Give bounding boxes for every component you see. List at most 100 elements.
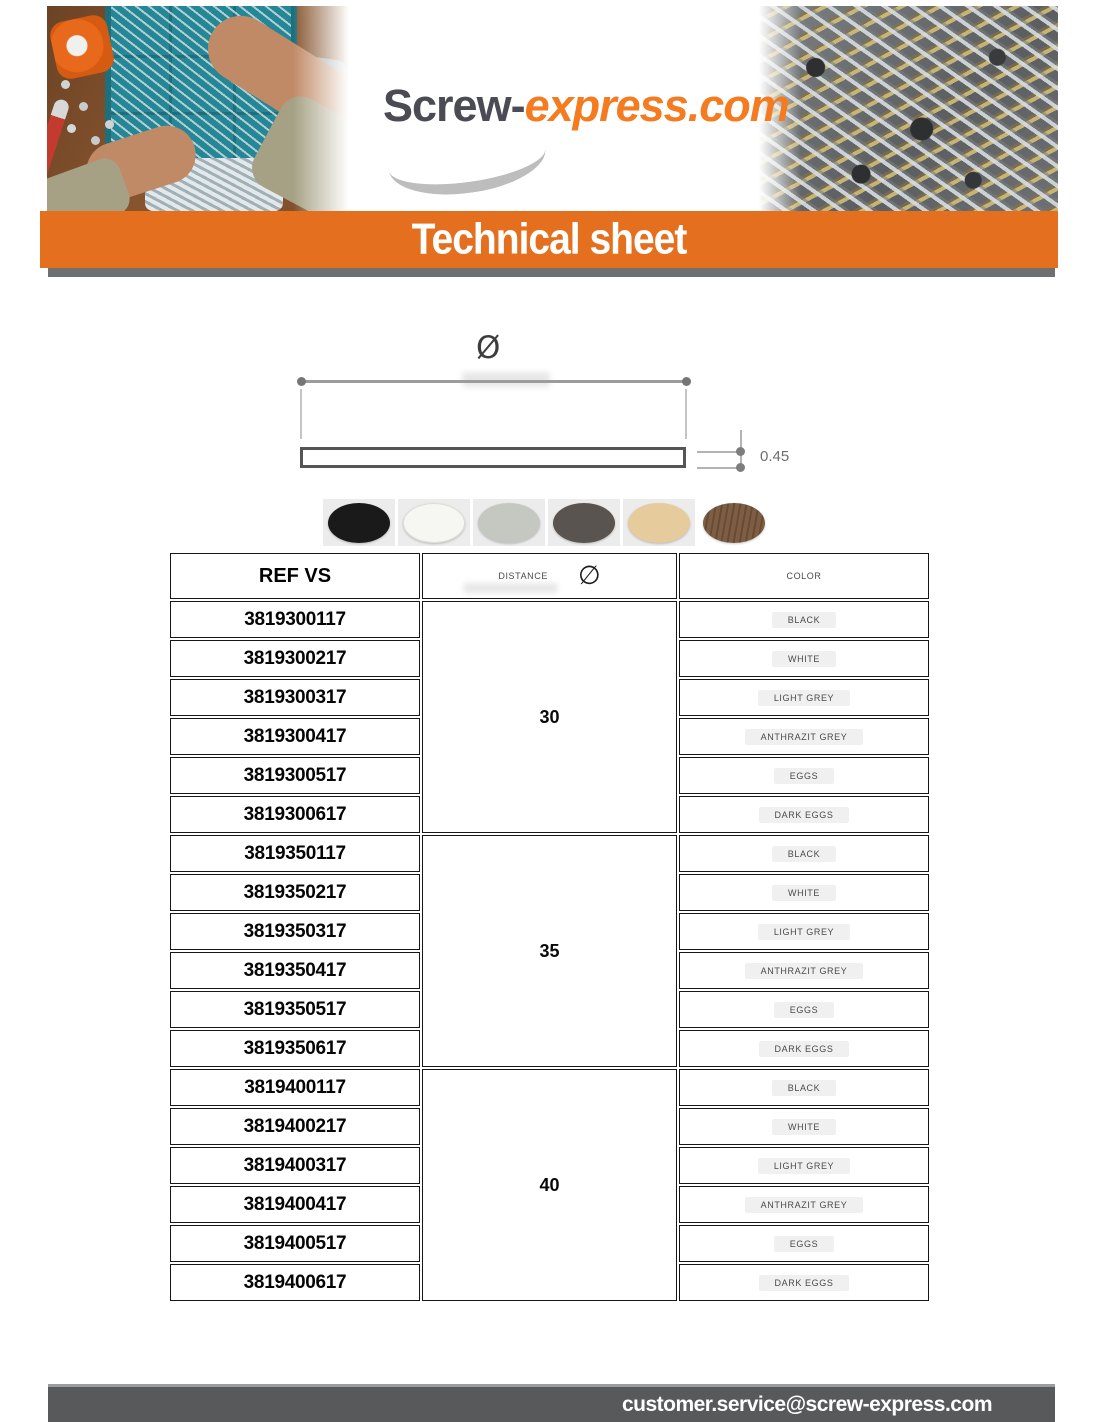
cover-cap-side-view [300,447,686,468]
logo-text-screw: Screw- [383,80,526,131]
extension-line-left [300,389,302,439]
ref-cell: 3819350417 [170,952,420,989]
ref-cell: 3819400117 [170,1069,420,1106]
distance-cell: 40 [422,1069,677,1301]
ref-cell: 3819350517 [170,991,420,1028]
technical-sheet-banner: Technical sheet [40,211,1058,268]
ref-cell: 3819300417 [170,718,420,755]
swatch-disc-black [328,502,390,543]
color-cell: DARK EGGS [679,1264,929,1301]
diameter-dimension-line [301,380,686,383]
swatch-eggs [623,499,695,546]
diameter-header-icon: ∅ [577,561,601,591]
color-cell: ANTHRAZIT GREY [679,1186,929,1223]
color-label: BLACK [771,1079,837,1096]
color-cell: ANTHRAZIT GREY [679,718,929,755]
color-cell: LIGHT GREY [679,679,929,716]
ref-cell: 3819350117 [170,835,420,872]
swatch-disc-light-grey [478,502,540,543]
color-label: EGGS [773,1001,835,1018]
ref-cell: 3819400417 [170,1186,420,1223]
screwdriver-graphic [47,97,71,183]
dimension-endpoint-left [297,377,306,386]
color-cell: EGGS [679,991,929,1028]
thickness-value: 0.45 [760,448,790,465]
thickness-leader-bottom [697,467,739,469]
tape-measure-graphic [47,12,117,82]
swatch-black [323,499,395,546]
logo-text-express: express.com [524,80,790,131]
banner-underline-bar [48,268,1055,277]
ref-cell: 3819300617 [170,796,420,833]
color-label: WHITE [772,650,836,667]
ref-cell: 3819300217 [170,640,420,677]
swatch-disc-dark-eggs [703,502,765,543]
column-header-ref: REF VS [170,553,420,599]
photo-fade [293,6,355,211]
color-label: WHITE [772,1118,836,1135]
color-cell: ANTHRAZIT GREY [679,952,929,989]
diameter-symbol: Ø [476,330,501,366]
ref-cell: 3819400317 [170,1147,420,1184]
dimension-endpoint-right [682,377,691,386]
swatch-disc-eggs [628,502,690,543]
color-cell: EGGS [679,757,929,794]
color-label: EGGS [773,1235,835,1252]
color-cell: WHITE [679,1108,929,1145]
swatch-anthrazit-grey [548,499,620,546]
ref-cell: 3819300117 [170,601,420,638]
color-label: BLACK [771,611,837,628]
color-label: LIGHT GREY [757,923,851,940]
swatch-disc-anthrazit-grey [553,502,615,543]
color-label: DARK EGGS [758,1040,850,1057]
swatch-dark-eggs [698,499,770,546]
column-header-distance: DISTANCE ∅ [422,553,677,599]
color-cell: WHITE [679,640,929,677]
color-cell: BLACK [679,1069,929,1106]
color-label: ANTHRAZIT GREY [744,728,864,745]
ref-cell: 3819350617 [170,1030,420,1067]
color-cell: DARK EGGS [679,1030,929,1067]
ref-cell: 3819300317 [170,679,420,716]
ref-cell: 3819400517 [170,1225,420,1262]
ref-cell: 3819350317 [170,913,420,950]
workbench-photo [47,6,355,211]
ref-cell: 3819350217 [170,874,420,911]
color-cell: BLACK [679,835,929,872]
color-label: ANTHRAZIT GREY [744,962,864,979]
color-cell: DARK EGGS [679,796,929,833]
swatch-light-grey [473,499,545,546]
blurred-header-label [463,583,558,593]
color-cell: EGGS [679,1225,929,1262]
color-label: EGGS [773,767,835,784]
color-cell: BLACK [679,601,929,638]
extension-line-right [685,389,687,439]
distance-cell: 30 [422,601,677,833]
ref-cell: 3819400217 [170,1108,420,1145]
ref-cell: 3819400617 [170,1264,420,1301]
column-header-color: COLOR [679,553,929,599]
distance-header-label: DISTANCE [498,571,548,581]
page-title: Technical sheet [411,214,688,264]
customer-service-email: customer.service@screw-express.com [621,1392,993,1416]
color-label: LIGHT GREY [757,1157,851,1174]
screws-pile-photo [755,6,1058,211]
thickness-dot-top [736,447,745,456]
washers-graphic [61,80,70,89]
color-cell: LIGHT GREY [679,913,929,950]
distance-cell: 35 [422,835,677,1067]
color-cell: WHITE [679,874,929,911]
color-label: LIGHT GREY [757,689,851,706]
color-label: DARK EGGS [758,806,850,823]
color-label: WHITE [772,884,836,901]
swatch-white [398,499,470,546]
swatch-disc-white [403,502,465,543]
color-label: ANTHRAZIT GREY [744,1196,864,1213]
footer-bar: customer.service@screw-express.com [48,1384,1055,1422]
brand-logo: Screw-express.com [383,80,790,132]
color-label: BLACK [771,845,837,862]
color-swatch-row [323,499,770,546]
color-header-label: COLOR [786,571,822,581]
thickness-dot-bottom [736,463,745,472]
